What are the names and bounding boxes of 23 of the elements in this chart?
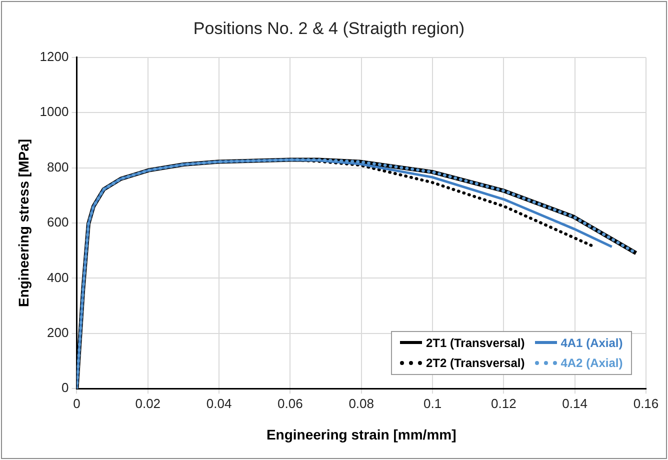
x-tick-label: 0.1 <box>423 396 442 411</box>
legend-label: 4A2 (Axial) <box>560 356 623 370</box>
y-tick-label: 0 <box>61 380 69 396</box>
x-tick-label: 0.14 <box>562 396 588 411</box>
y-axis-title: Engineering stress [MPa] <box>15 138 32 308</box>
x-tick-label: 0.04 <box>206 396 232 411</box>
x-axis-title: Engineering strain [mm/mm] <box>266 426 456 442</box>
x-tick-label: 0.02 <box>135 396 161 411</box>
x-tick-label: 0.06 <box>278 396 303 411</box>
x-tick-label: 0.08 <box>348 396 374 411</box>
x-tick-label: 0 <box>73 396 80 411</box>
y-tick-label: 400 <box>47 270 69 285</box>
y-tick-label: 1200 <box>40 48 69 64</box>
y-tick-label: 600 <box>47 214 69 230</box>
x-tick-label: 0.12 <box>491 396 516 411</box>
x-tick-label: 0.16 <box>633 396 659 411</box>
legend-label: 2T1 (Transversal) <box>426 336 525 350</box>
legend-label: 2T2 (Transversal) <box>426 356 525 370</box>
chart-title: Positions No. 2 & 4 (Straigth region) <box>193 18 465 38</box>
legend-label: 4A1 (Axial) <box>560 336 623 350</box>
y-tick-label: 800 <box>47 159 69 174</box>
y-tick-label: 1000 <box>40 104 69 120</box>
y-tick-label: 200 <box>47 324 69 340</box>
